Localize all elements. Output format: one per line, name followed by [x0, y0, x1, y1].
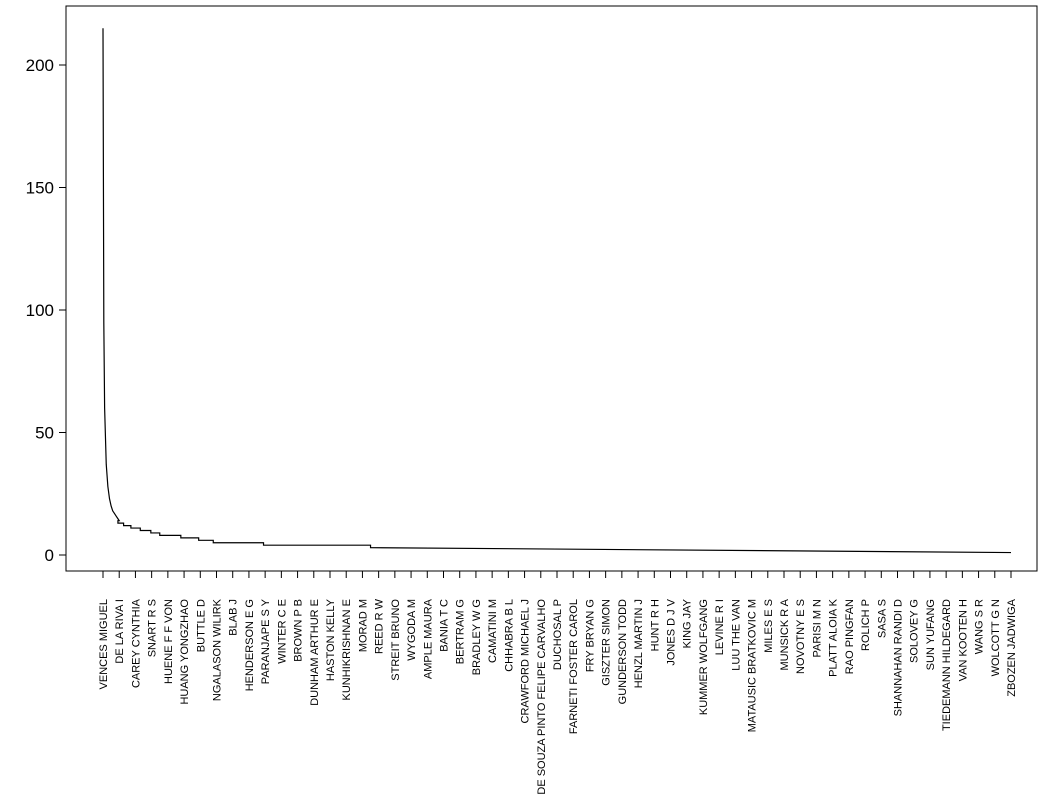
x-tick-label: CAREY CYNTHIA	[130, 598, 142, 688]
x-tick-label: HASTON KELLY	[325, 598, 337, 681]
x-tick-label: SUN YUFANG	[925, 599, 937, 670]
x-tick-label: ZBOZEN JADWIGA	[1006, 598, 1018, 696]
x-tick-label: WYGODA M	[406, 599, 418, 661]
x-tick-label: BERTRAM G	[455, 599, 467, 664]
x-tick-label: MUNSICK R A	[779, 598, 791, 670]
x-tick-label: HENZL MARTIN J	[633, 599, 645, 688]
x-tick-label: KUNHIKRISHNAN E	[341, 599, 353, 700]
x-tick-label: ROLICH P	[860, 599, 872, 651]
x-tick-label: SOLOVEY G	[909, 599, 921, 663]
x-tick-label: KING JAY	[682, 598, 694, 648]
x-tick-label: LEVINE R I	[714, 599, 726, 655]
x-tick-label: CAMATINI M	[487, 599, 499, 663]
x-tick-label: CHHABRA B L	[503, 599, 515, 672]
x-tick-label: FARNETI FOSTER CAROL	[568, 599, 580, 734]
x-tick-label: HUNT R H	[649, 599, 661, 651]
x-axis: VENCES MIGUEL DE LA RIVA I CAREY CYNTHIA SN…	[98, 570, 1018, 795]
x-tick-label: STREIT BRUNO	[390, 599, 402, 681]
x-tick-label: WOLCOTT G N	[990, 599, 1002, 676]
x-tick-label: MILES E S	[763, 599, 775, 653]
x-tick-label: AMPLE MAURA	[422, 598, 434, 679]
x-tick-label: VENCES MIGUEL	[98, 599, 110, 689]
x-tick-label: VAN KOOTEN H	[957, 599, 969, 681]
series	[102, 28, 1012, 554]
x-tick-label: LUU THE VAN	[730, 599, 742, 671]
x-tick-label: HUENE F F VON	[163, 599, 175, 684]
x-tick-label: PARANJAPE S Y	[260, 598, 272, 684]
x-tick-label: TIEDEMANN HILDEGARD	[941, 599, 953, 731]
x-tick-label: CRAWFORD MICHAEL J	[520, 599, 532, 723]
x-tick-label: NOVOTNY E S	[795, 599, 807, 674]
x-tick-label: BROWN P B	[293, 599, 305, 662]
x-tick-label: SASA S	[876, 599, 888, 638]
x-tick-label: HUANG YONGZHAO	[179, 599, 191, 705]
x-tick-label: FRY BRYAN G	[584, 599, 596, 672]
x-tick-label: MATAUSIC BRATKOVIC M	[747, 599, 759, 732]
x-tick-label: DUNHAM ARTHUR E	[309, 599, 321, 706]
x-tick-label: KUMMER WOLFGANG	[698, 599, 710, 715]
x-tick-label: PLATT ALOIA K	[828, 598, 840, 677]
x-tick-label: BRADLEY W G	[471, 599, 483, 675]
x-tick-label: NGALASON WILIRK	[212, 598, 224, 701]
x-tick-label: BLAB J	[228, 599, 240, 636]
x-tick-label: DE SOUZA PINTO FELIPE CARVALHO	[536, 599, 548, 795]
y-axis: 0 50 100 150 200	[26, 56, 66, 565]
y-tick-label: 200	[26, 56, 54, 75]
x-tick-label: MORAD M	[357, 599, 369, 652]
x-tick-label: WANG S R	[974, 599, 986, 654]
y-tick-label: 50	[35, 424, 54, 443]
x-tick-label: DE LA RIVA I	[114, 599, 126, 664]
series-line	[102, 28, 1012, 554]
x-tick-label: PARISI M N	[811, 599, 823, 658]
y-tick-label: 0	[45, 546, 54, 565]
y-tick-label: 150	[26, 179, 54, 198]
x-tick-label: REED R W	[374, 598, 386, 654]
x-tick-label: DUCHOSAL P	[552, 599, 564, 670]
x-tick-label: GUNDERSON TODD	[617, 599, 629, 704]
x-tick-label: WINTER C E	[276, 599, 288, 664]
x-tick-label: RAO PINGFAN	[844, 599, 856, 674]
y-tick-label: 100	[26, 301, 54, 320]
plot-frame	[65, 5, 1038, 572]
x-tick-label: HENDERSON E G	[244, 599, 256, 691]
x-tick-label: GISZTER SIMON	[601, 599, 613, 686]
x-tick-label: SNART R S	[147, 599, 159, 657]
x-tick-label: BANIA T C	[439, 599, 451, 652]
x-tick-label: SHANNAHAN RANDI D	[893, 599, 905, 716]
x-tick-label: BUTTLE D	[195, 599, 207, 652]
x-tick-label: JONES D J V	[666, 598, 678, 665]
